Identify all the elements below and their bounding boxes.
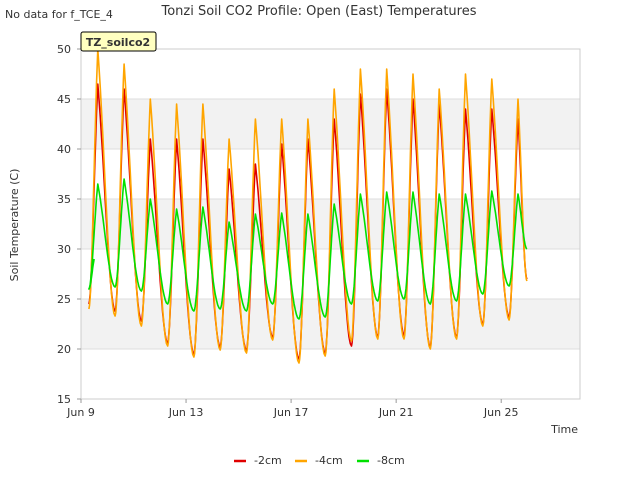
y-tick-label: 30 <box>57 243 71 256</box>
series-lines <box>88 48 528 364</box>
y-tick-label: 40 <box>57 143 71 156</box>
legend-label-1: -2cm <box>254 454 282 467</box>
legend-label-2: -4cm <box>315 454 343 467</box>
y-tick-label: 50 <box>57 43 71 56</box>
y-tick-label: 20 <box>57 343 71 356</box>
legend: -2cm -4cm -8cm <box>234 454 405 467</box>
y-tick-label: 45 <box>57 93 71 106</box>
grid-band <box>81 99 580 149</box>
x-tick-label: Jun 17 <box>273 406 309 419</box>
station-label-background <box>80 31 157 52</box>
plot-border <box>80 48 581 400</box>
plot-area <box>80 48 581 400</box>
station-label-box: TZ_soilco2 <box>80 31 157 52</box>
chart-title: Tonzi Soil CO2 Profile: Open (East) Temp… <box>160 4 476 19</box>
x-tick-label: Jun 21 <box>378 406 414 419</box>
legend-label-3: -8cm <box>377 454 405 467</box>
y-tick-label: 25 <box>57 293 71 306</box>
y-tick-label: 15 <box>57 393 71 406</box>
y-axis: 15 20 25 30 35 40 45 50 <box>57 43 81 406</box>
y-tick-label: 35 <box>57 193 71 206</box>
station-label: TZ_soilco2 <box>86 36 150 49</box>
x-axis: Jun 9 Jun 13 Jun 17 Jun 21 Jun 25 <box>66 399 519 419</box>
no-data-note: No data for f_TCE_4 <box>5 8 113 21</box>
y-axis-label: Soil Temperature (C) <box>8 169 21 282</box>
x-tick-label: Jun 25 <box>483 406 519 419</box>
grid-band <box>81 299 580 349</box>
x-axis-label: Time <box>550 423 578 436</box>
x-tick-label: Jun 13 <box>168 406 204 419</box>
series-line-3 <box>88 178 528 320</box>
x-tick-label: Jun 9 <box>66 406 95 419</box>
